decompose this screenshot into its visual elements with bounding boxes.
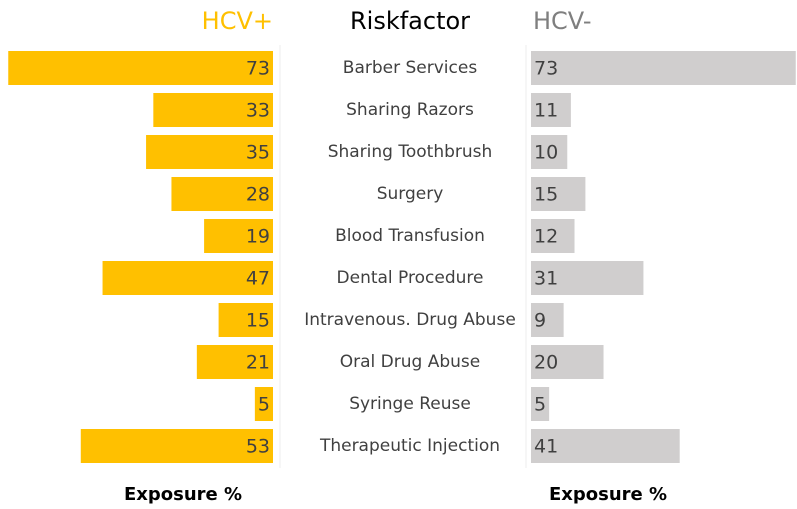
value-label: 53 [246,436,270,458]
category-label: Sharing Razors [346,100,474,120]
bar [531,429,680,463]
category-header: Riskfactor [350,7,470,35]
bar [254,387,273,421]
category-label: Surgery [377,184,444,204]
bar [171,177,273,211]
bar [531,93,571,127]
bar [531,261,644,295]
value-label: 31 [534,268,558,290]
value-label: 73 [534,58,558,80]
value-label: 21 [246,352,270,374]
value-label: 5 [534,394,546,416]
category-label: Syringe Reuse [349,394,471,414]
category-label: Barber Services [343,58,478,78]
category-label: Sharing Toothbrush [328,142,493,162]
bar [531,177,586,211]
bar [102,261,274,295]
bar [531,345,604,379]
category-label: Therapeutic Injection [319,436,500,456]
bar [531,387,550,421]
bar [146,135,273,169]
bar [204,219,273,253]
category-label: Blood Transfusion [335,226,485,246]
bar [153,93,273,127]
value-label: 9 [534,310,546,332]
bar [531,135,568,169]
axis-label: Exposure % [124,484,242,505]
series-header: HCV- [533,7,591,35]
value-label: 10 [534,142,558,164]
bar [80,429,273,463]
bar [196,345,273,379]
axis-label: Exposure % [549,484,667,505]
value-label: 19 [246,226,270,248]
value-label: 20 [534,352,558,374]
value-label: 33 [246,100,270,122]
value-label: 12 [534,226,558,248]
bar [531,219,575,253]
bar [8,51,274,85]
category-label: Oral Drug Abuse [340,352,480,372]
value-label: 35 [246,142,270,164]
bar [218,303,273,337]
value-label: 5 [258,394,270,416]
value-label: 73 [246,58,270,80]
bar [531,51,796,85]
category-label: Intravenous. Drug Abuse [304,310,516,330]
value-label: 28 [246,184,270,206]
value-label: 15 [246,310,270,332]
value-label: 41 [534,436,558,458]
category-label: Dental Procedure [337,268,484,288]
series-header: HCV+ [202,7,273,35]
value-label: 47 [246,268,270,290]
value-label: 15 [534,184,558,206]
value-label: 11 [534,100,558,122]
bar [531,303,564,337]
